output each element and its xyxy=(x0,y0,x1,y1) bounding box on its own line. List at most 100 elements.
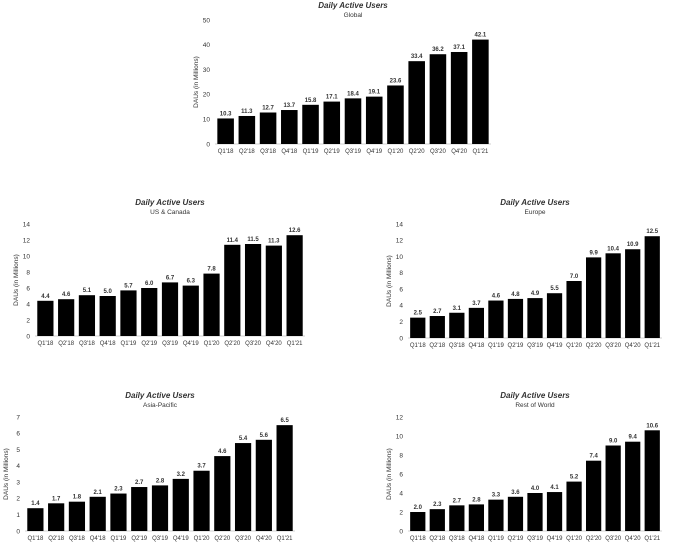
x-tick-label: Q3'20 xyxy=(605,536,621,542)
bar xyxy=(151,485,169,531)
bar xyxy=(450,51,468,144)
bar xyxy=(644,430,660,531)
x-tick-label: Q1'21 xyxy=(472,149,488,155)
x-tick-label: Q4'19 xyxy=(547,343,563,349)
data-label: 5.2 xyxy=(570,475,579,481)
x-tick-label: Q3'18 xyxy=(79,341,95,347)
data-label: 2.7 xyxy=(135,480,144,486)
x-tick-label: Q4'20 xyxy=(625,343,641,349)
data-label: 36.2 xyxy=(432,47,444,53)
bar xyxy=(172,478,189,531)
x-tick-label: Q1'20 xyxy=(194,536,210,542)
data-label: 11.3 xyxy=(241,109,253,115)
bar xyxy=(131,487,148,531)
data-label: 15.8 xyxy=(305,98,317,104)
data-label: 2.0 xyxy=(414,505,423,511)
x-tick-label: Q3'19 xyxy=(162,341,178,347)
data-label: 10.9 xyxy=(627,242,639,248)
data-label: 9.4 xyxy=(629,435,638,441)
y-tick-label: 14 xyxy=(396,221,404,228)
bar xyxy=(449,505,465,531)
x-tick-label: Q4'20 xyxy=(625,536,641,542)
x-tick-label: Q4'18 xyxy=(468,536,484,542)
y-tick-label: 5 xyxy=(16,447,20,454)
x-tick-label: Q3'19 xyxy=(527,343,543,349)
chart-subtitle: Europe xyxy=(525,209,546,216)
x-tick-label: Q1'19 xyxy=(303,149,319,155)
x-tick-label: Q2'19 xyxy=(508,536,524,542)
data-label: 4.9 xyxy=(531,291,540,297)
y-axis-label: DAUs (in Millions) xyxy=(386,448,393,500)
x-tick-label: Q3'18 xyxy=(69,536,85,542)
data-label: 3.2 xyxy=(177,472,186,478)
x-tick-label: Q4'19 xyxy=(173,536,189,542)
data-label: 11.4 xyxy=(227,238,239,244)
bar xyxy=(238,115,256,144)
data-label: 7.8 xyxy=(207,267,216,273)
bar xyxy=(89,496,106,531)
bar xyxy=(429,54,447,144)
y-tick-label: 50 xyxy=(203,17,211,24)
x-tick-label: Q4'19 xyxy=(183,341,199,347)
x-tick-label: Q4'19 xyxy=(547,536,563,542)
bar xyxy=(507,298,524,338)
bar xyxy=(507,496,524,531)
x-tick-label: Q2'18 xyxy=(429,343,445,349)
x-tick-label: Q1'20 xyxy=(566,343,582,349)
bar xyxy=(217,118,234,144)
bar xyxy=(234,443,252,531)
y-tick-label: 4 xyxy=(399,490,403,497)
bar xyxy=(644,236,660,338)
data-label: 1.8 xyxy=(73,495,82,501)
x-tick-label: Q1'19 xyxy=(488,536,504,542)
data-label: 10.6 xyxy=(646,423,658,429)
x-tick-label: Q4'20 xyxy=(451,149,467,155)
y-tick-label: 20 xyxy=(203,92,211,99)
data-label: 2.3 xyxy=(114,487,123,493)
data-label: 18.4 xyxy=(347,91,359,97)
data-label: 4.6 xyxy=(218,449,227,455)
bar xyxy=(625,249,641,338)
bar xyxy=(344,98,362,144)
x-tick-label: Q1'18 xyxy=(27,536,43,542)
y-tick-label: 4 xyxy=(399,303,403,310)
x-tick-label: Q2'18 xyxy=(48,536,64,542)
x-tick-label: Q4'18 xyxy=(90,536,106,542)
bar xyxy=(302,104,319,144)
bar xyxy=(224,244,241,336)
y-axis-label: DAUs (in Millions) xyxy=(3,448,10,500)
x-tick-label: Q1'20 xyxy=(388,149,404,155)
chart-subtitle: Global xyxy=(344,12,363,19)
y-tick-label: 10 xyxy=(396,433,404,440)
y-tick-label: 4 xyxy=(16,463,20,470)
bar xyxy=(429,316,445,338)
bar xyxy=(410,317,426,338)
y-tick-label: 8 xyxy=(399,270,403,277)
bar xyxy=(605,253,621,338)
y-tick-label: 4 xyxy=(26,301,30,308)
bar xyxy=(244,244,262,336)
data-label: 2.7 xyxy=(433,309,442,315)
y-tick-label: 0 xyxy=(16,528,20,535)
y-tick-label: 10 xyxy=(23,253,31,260)
x-tick-label: Q1'19 xyxy=(121,341,137,347)
y-tick-label: 30 xyxy=(203,67,211,74)
data-label: 4.6 xyxy=(62,292,71,298)
chart-subtitle: Asia-Pacific xyxy=(143,402,178,409)
bar xyxy=(214,456,231,531)
bar xyxy=(120,290,137,336)
data-label: 37.1 xyxy=(453,45,465,51)
bar xyxy=(408,61,425,144)
x-tick-label: Q1'18 xyxy=(410,343,426,349)
data-label: 1.7 xyxy=(52,496,61,502)
data-label: 2.7 xyxy=(453,498,462,504)
chart-subtitle: Rest of World xyxy=(515,402,555,409)
data-label: 12.5 xyxy=(646,229,658,235)
x-tick-label: Q1'21 xyxy=(644,536,660,542)
data-label: 13.7 xyxy=(283,103,295,109)
x-tick-label: Q3'20 xyxy=(245,341,261,347)
bar xyxy=(546,293,563,338)
bar xyxy=(27,508,44,531)
x-tick-label: Q3'18 xyxy=(449,343,465,349)
x-tick-label: Q2'19 xyxy=(508,343,524,349)
